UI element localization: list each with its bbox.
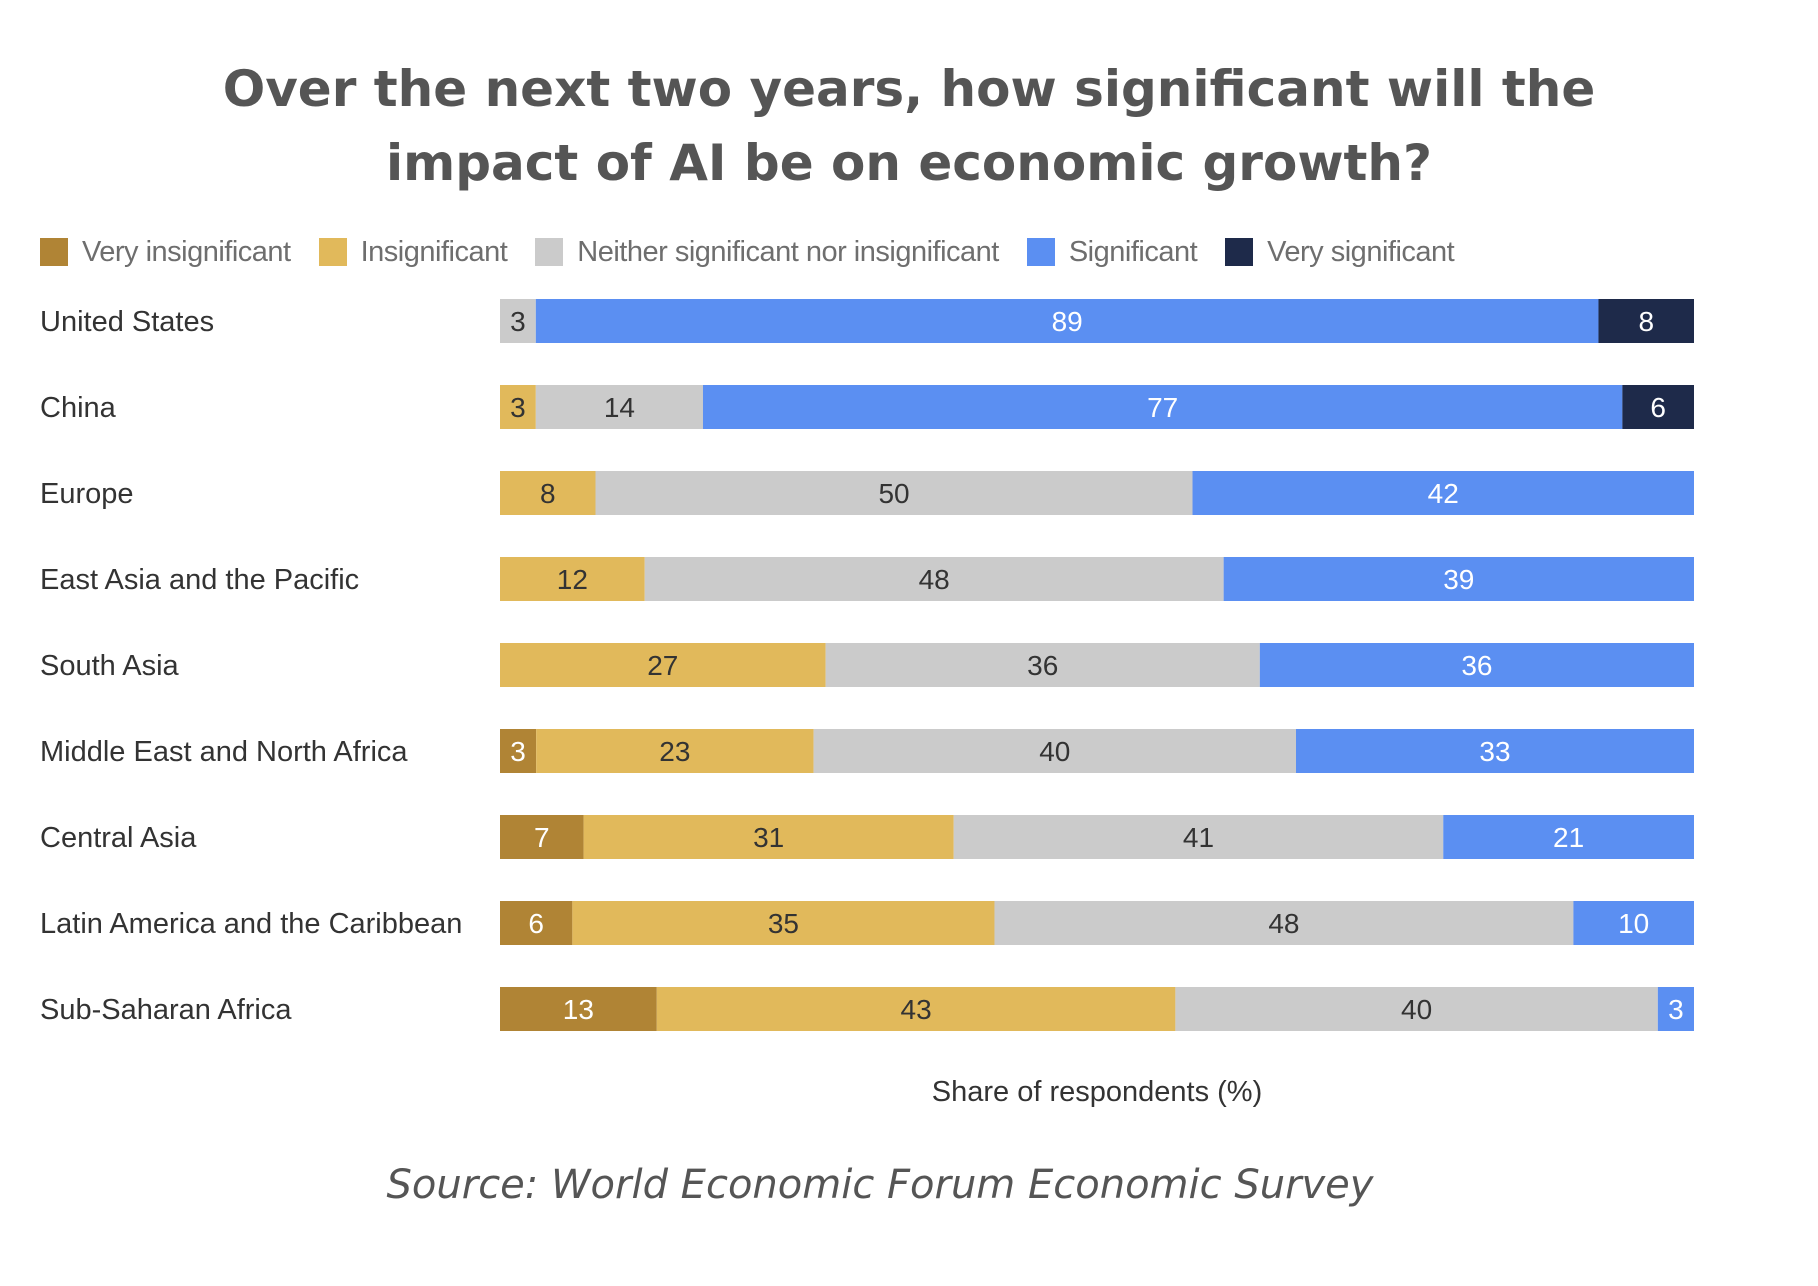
- chart-title-line-2: impact of AI be on economic growth?: [385, 134, 1433, 192]
- legend-label-very-significant: Very significant: [1267, 235, 1455, 268]
- bar-latin-america-and-the-caribbean-very-insignificant: [500, 901, 573, 945]
- data-label-latin-america-and-the-caribbean-insignificant: 35: [768, 908, 799, 939]
- data-label-europe-insignificant: 8: [540, 478, 556, 509]
- bar-central-asia-neither-significant-nor-insignificant: [953, 815, 1444, 859]
- bar-sub-saharan-africa-insignificant: [656, 987, 1176, 1031]
- bar-sub-saharan-africa-significant: [1657, 987, 1694, 1031]
- bar-middle-east-and-north-africa-neither-significant-nor-insignificant: [813, 729, 1296, 773]
- bar-china-significant: [702, 385, 1623, 429]
- bar-china-neither-significant-nor-insignificant: [535, 385, 703, 429]
- category-label-europe: Europe: [40, 478, 134, 510]
- legend-swatch-very-significant: [1225, 238, 1254, 266]
- data-label-central-asia-significant: 21: [1553, 822, 1584, 853]
- bar-middle-east-and-north-africa-significant: [1296, 729, 1694, 773]
- bar-south-asia-insignificant: [500, 643, 826, 687]
- bar-china-insignificant: [500, 385, 536, 429]
- data-label-china-significant: 77: [1147, 392, 1178, 423]
- bar-east-asia-and-the-pacific-significant: [1223, 557, 1694, 601]
- bar-south-asia-neither-significant-nor-insignificant: [825, 643, 1260, 687]
- category-label-latin-america-and-the-caribbean: Latin America and the Caribbean: [40, 908, 462, 940]
- legend-swatch-very-insignificant: [40, 238, 68, 266]
- data-label-east-asia-and-the-pacific-significant: 39: [1443, 564, 1474, 595]
- legend-swatch-insignificant: [318, 238, 347, 266]
- category-label-central-asia: Central Asia: [40, 822, 197, 854]
- bar-latin-america-and-the-caribbean-significant: [1573, 901, 1694, 945]
- bar-south-asia-significant: [1259, 643, 1694, 687]
- data-label-latin-america-and-the-caribbean-significant: 10: [1618, 908, 1649, 939]
- bar-middle-east-and-north-africa-very-insignificant: [500, 729, 537, 773]
- bar-sub-saharan-africa-neither-significant-nor-insignificant: [1175, 987, 1658, 1031]
- data-label-central-asia-neither-significant-nor-insignificant: 41: [1183, 822, 1214, 853]
- data-label-middle-east-and-north-africa-neither-significant-nor-insignificant: 40: [1039, 736, 1070, 767]
- data-label-sub-saharan-africa-insignificant: 43: [901, 994, 932, 1025]
- legend-item-significant: Significant: [1026, 235, 1198, 269]
- data-label-sub-saharan-africa-significant: 3: [1668, 994, 1684, 1025]
- legend-label-neither-significant-nor-insignificant: Neither significant nor insignificant: [577, 235, 999, 268]
- data-label-china-very-significant: 6: [1650, 392, 1666, 423]
- data-label-sub-saharan-africa-neither-significant-nor-insignificant: 40: [1401, 994, 1432, 1025]
- bar-europe-neither-significant-nor-insignificant: [595, 471, 1193, 515]
- bar-middle-east-and-north-africa-insignificant: [536, 729, 814, 773]
- data-label-united-states-very-significant: 8: [1638, 306, 1654, 337]
- data-label-middle-east-and-north-africa-insignificant: 23: [659, 736, 690, 767]
- bar-china-very-significant: [1622, 385, 1694, 429]
- bar-latin-america-and-the-caribbean-neither-significant-nor-insignificant: [994, 901, 1574, 945]
- data-label-middle-east-and-north-africa-significant: 33: [1479, 736, 1510, 767]
- bar-sub-saharan-africa-very-insignificant: [500, 987, 657, 1031]
- bar-united-states-neither-significant-nor-insignificant: [500, 299, 536, 343]
- legend-label-insignificant: Insignificant: [360, 235, 508, 268]
- category-label-united-states: United States: [40, 306, 214, 338]
- data-label-south-asia-insignificant: 27: [647, 650, 678, 681]
- legend-label-very-insignificant: Very insignificant: [82, 235, 291, 268]
- bar-latin-america-and-the-caribbean-insignificant: [572, 901, 995, 945]
- bar-central-asia-very-insignificant: [500, 815, 584, 859]
- legend-item-very-significant: Very significant: [1225, 235, 1455, 269]
- data-label-china-insignificant: 3: [510, 392, 526, 423]
- bar-central-asia-insignificant: [583, 815, 954, 859]
- legend-swatch-significant: [1026, 238, 1055, 266]
- category-label-middle-east-and-north-africa: Middle East and North Africa: [40, 736, 408, 768]
- data-label-latin-america-and-the-caribbean-neither-significant-nor-insignificant: 48: [1268, 908, 1299, 939]
- data-label-sub-saharan-africa-very-insignificant: 13: [563, 994, 594, 1025]
- legend-item-neither-significant-nor-insignificant: Neither significant nor insignificant: [535, 236, 999, 269]
- data-label-central-asia-insignificant: 31: [753, 822, 784, 853]
- bar-europe-insignificant: [500, 471, 596, 515]
- data-label-central-asia-very-insignificant: 7: [534, 822, 550, 853]
- bar-united-states-very-significant: [1598, 299, 1694, 343]
- data-label-europe-neither-significant-nor-insignificant: 50: [878, 478, 909, 509]
- data-label-china-neither-significant-nor-insignificant: 14: [604, 392, 635, 423]
- category-label-sub-saharan-africa: Sub-Saharan Africa: [40, 994, 292, 1026]
- bar-united-states-significant: [535, 299, 1599, 343]
- x-axis-label: Share of respondents (%): [932, 1076, 1262, 1108]
- legend-item-very-insignificant: Very insignificant: [40, 236, 291, 269]
- category-label-china: China: [40, 392, 117, 424]
- data-label-middle-east-and-north-africa-very-insignificant: 3: [510, 736, 526, 767]
- category-label-south-asia: South Asia: [40, 650, 180, 682]
- bar-central-asia-significant: [1443, 815, 1694, 859]
- source-note: Source: World Economic Forum Economic Su…: [386, 1162, 1374, 1208]
- legend-swatch-neither-significant-nor-insignificant: [535, 238, 564, 266]
- chart-title: Over the next two years, how significant…: [0, 52, 1818, 200]
- data-label-east-asia-and-the-pacific-insignificant: 12: [557, 564, 588, 595]
- data-label-united-states-significant: 89: [1052, 306, 1083, 337]
- bar-east-asia-and-the-pacific-insignificant: [500, 557, 645, 601]
- category-label-east-asia-and-the-pacific: East Asia and the Pacific: [40, 564, 359, 596]
- bar-east-asia-and-the-pacific-neither-significant-nor-insignificant: [644, 557, 1224, 601]
- chart-legend: Very insignificant Insignificant Neither s…: [40, 232, 1482, 272]
- data-label-europe-significant: 42: [1428, 478, 1459, 509]
- legend-label-significant: Significant: [1068, 235, 1198, 268]
- data-label-latin-america-and-the-caribbean-very-insignificant: 6: [528, 908, 544, 939]
- data-label-south-asia-neither-significant-nor-insignificant: 36: [1027, 650, 1058, 681]
- bar-europe-significant: [1192, 471, 1694, 515]
- data-label-united-states-neither-significant-nor-insignificant: 3: [510, 306, 526, 337]
- data-label-south-asia-significant: 36: [1461, 650, 1492, 681]
- legend-item-insignificant: Insignificant: [318, 235, 508, 269]
- chart-title-line-1: Over the next two years, how significant…: [222, 60, 1596, 118]
- data-label-east-asia-and-the-pacific-neither-significant-nor-insignificant: 48: [919, 564, 950, 595]
